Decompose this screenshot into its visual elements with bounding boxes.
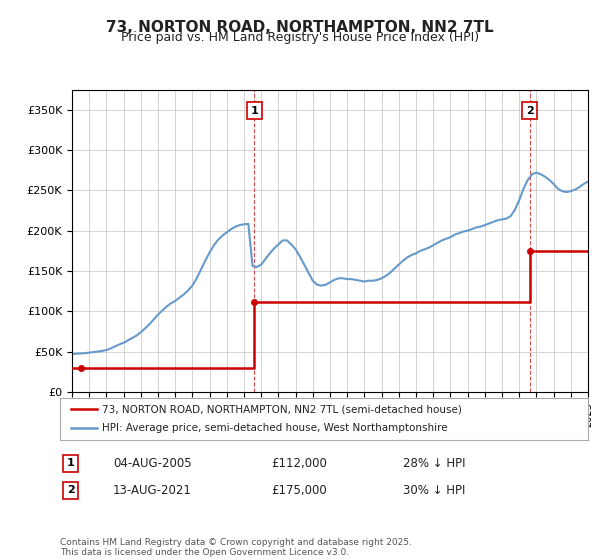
Text: 2: 2 (67, 486, 74, 495)
Text: Price paid vs. HM Land Registry's House Price Index (HPI): Price paid vs. HM Land Registry's House … (121, 31, 479, 44)
Text: 1: 1 (67, 458, 74, 468)
Text: 73, NORTON ROAD, NORTHAMPTON, NN2 7TL (semi-detached house): 73, NORTON ROAD, NORTHAMPTON, NN2 7TL (s… (102, 404, 462, 414)
Text: 28% ↓ HPI: 28% ↓ HPI (403, 457, 466, 470)
Text: 1: 1 (250, 106, 258, 116)
Text: 04-AUG-2005: 04-AUG-2005 (113, 457, 191, 470)
Text: 73, NORTON ROAD, NORTHAMPTON, NN2 7TL: 73, NORTON ROAD, NORTHAMPTON, NN2 7TL (106, 20, 494, 35)
Text: £112,000: £112,000 (271, 457, 327, 470)
Text: 2: 2 (526, 106, 533, 116)
Text: 13-AUG-2021: 13-AUG-2021 (113, 484, 191, 497)
Text: £175,000: £175,000 (271, 484, 327, 497)
Text: Contains HM Land Registry data © Crown copyright and database right 2025.
This d: Contains HM Land Registry data © Crown c… (60, 538, 412, 557)
Text: 30% ↓ HPI: 30% ↓ HPI (403, 484, 466, 497)
Text: HPI: Average price, semi-detached house, West Northamptonshire: HPI: Average price, semi-detached house,… (102, 423, 448, 433)
